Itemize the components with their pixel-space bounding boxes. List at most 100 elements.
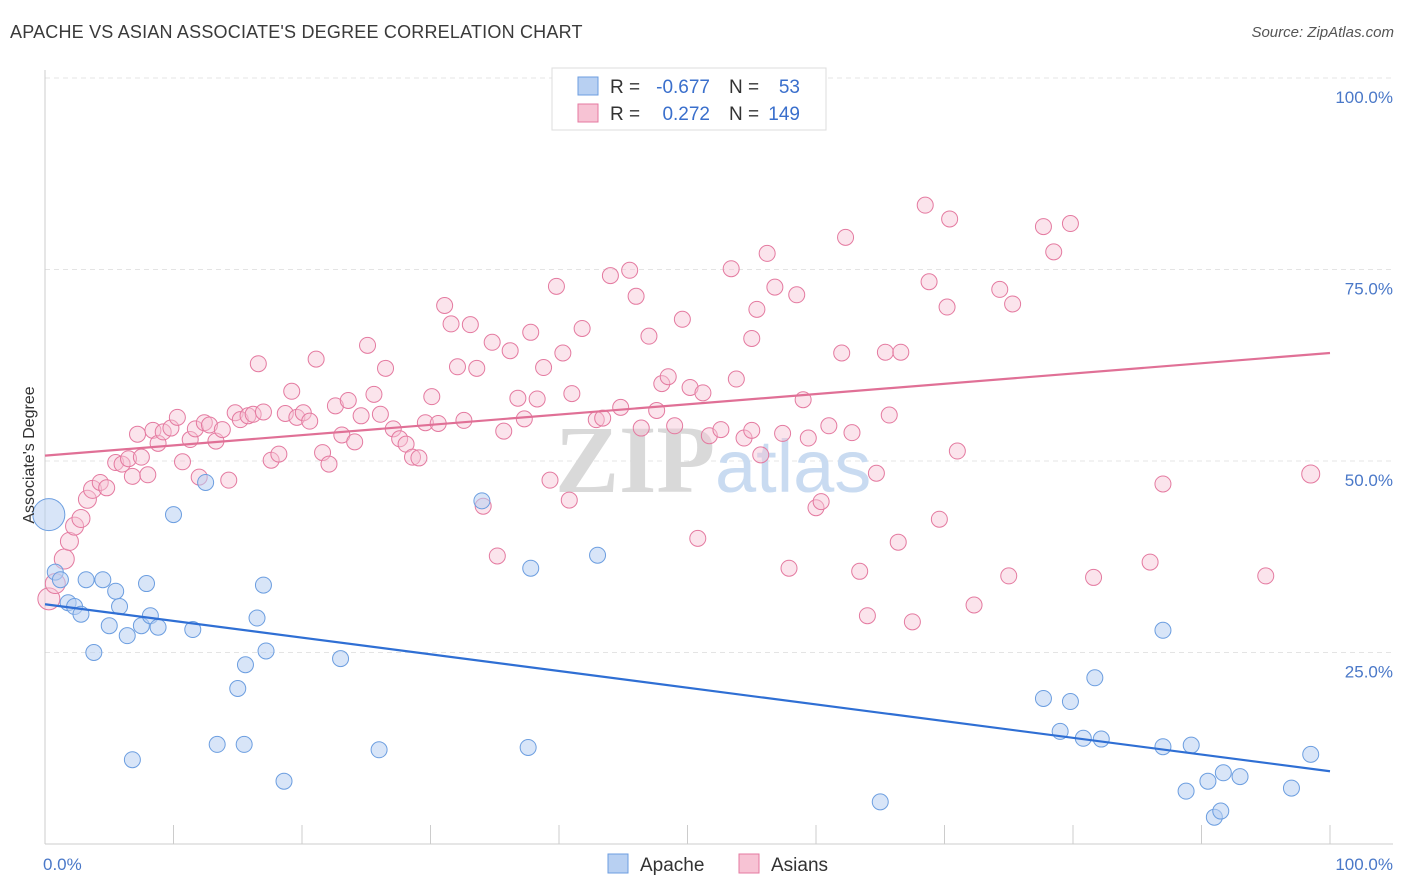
bottom-legend-label-asians: Asians [771,855,828,876]
point-asians [681,378,699,396]
point-asians [851,562,869,580]
point-asians [404,448,422,466]
point-apache [1034,689,1052,707]
point-asians [244,405,262,423]
point-asians [752,446,770,464]
point-asians [139,466,157,484]
point-asians [301,412,319,430]
point-asians [320,455,338,473]
point-asians [601,267,619,285]
point-asians [120,450,138,468]
axes [44,70,1393,845]
point-asians [903,613,921,631]
y-axis-label: Associate's Degree [21,386,38,523]
point-asians [326,397,344,415]
point-apache [123,751,141,769]
trend-lines [44,351,1331,773]
point-apache [1177,782,1195,800]
point-asians [1045,243,1063,261]
point-apache [1154,738,1172,756]
point-asians [522,323,540,341]
point-apache [248,609,266,627]
point-apache [107,582,125,600]
watermark-zip: ZIP [555,406,715,513]
point-apache [32,498,66,532]
point-asians [528,390,546,408]
point-asians [758,244,776,262]
point-asians [416,414,434,432]
point-asians [59,531,79,551]
point-asians [509,389,527,407]
point-asians [371,405,389,423]
series-apache [32,473,1320,826]
point-apache [184,621,202,639]
watermark-atlas: atlas [715,425,871,508]
legend-r-value-asians: 0.272 [662,104,710,125]
point-asians [226,404,244,422]
point-apache [257,642,275,660]
point-asians [837,228,855,246]
point-apache [1061,693,1079,711]
point-asians [930,510,948,528]
point-asians [653,375,671,393]
y-tick-label: 25.0% [1345,663,1393,682]
point-asians [410,449,428,467]
point-asians [495,422,513,440]
point-asians [468,359,486,377]
point-asians [213,421,231,439]
point-asians [858,607,876,625]
point-asians [200,416,218,434]
point-asians [501,342,519,360]
point-asians [254,403,272,421]
bottom-legend-swatch-apache [607,853,629,874]
point-apache [229,680,247,698]
series-asians [37,196,1321,631]
point-asians [673,310,691,328]
point-asians [843,424,861,442]
point-asians [352,407,370,425]
point-asians [1061,215,1079,233]
legend-n-value-asians: 149 [768,104,800,125]
point-asians [889,533,907,551]
point-asians [563,385,581,403]
point-asians [294,404,312,422]
legend-r-label-asians: R = [610,104,640,125]
point-asians [1000,567,1018,585]
point-apache [871,793,889,811]
point-apache [1212,802,1230,820]
point-asians [867,464,885,482]
y-tick-label: 100.0% [1335,88,1393,107]
point-asians [820,417,838,435]
point-asians [423,388,441,406]
point-asians [107,454,125,472]
legend-n-label-apache: N = [729,77,759,98]
point-apache [208,735,226,753]
point-asians [1034,218,1052,236]
point-apache [100,617,118,635]
point-asians [365,385,383,403]
point-asians [339,391,357,409]
point-asians [123,467,141,485]
point-asians [648,401,666,419]
point-apache [138,575,156,593]
bottom-legend-label-apache: Apache [640,855,704,876]
point-asians [162,419,180,437]
point-apache [519,738,537,756]
x-tick-label-max: 100.0% [1335,855,1393,874]
chart-title: APACHE VS ASIAN ASSOCIATE'S DEGREE CORRE… [10,22,583,42]
point-asians [270,445,288,463]
point-apache [236,656,254,674]
point-apache [589,546,607,564]
point-apache [473,492,491,510]
point-asians [455,411,473,429]
point-asians [621,261,639,279]
legend-n-value-apache: 53 [779,77,800,98]
point-asians [743,421,761,439]
point-asians [920,273,938,291]
point-apache [165,506,182,524]
point-asians [231,411,249,429]
point-apache [370,741,388,759]
point-asians [689,529,707,547]
point-asians [722,260,740,278]
point-apache [118,627,136,645]
